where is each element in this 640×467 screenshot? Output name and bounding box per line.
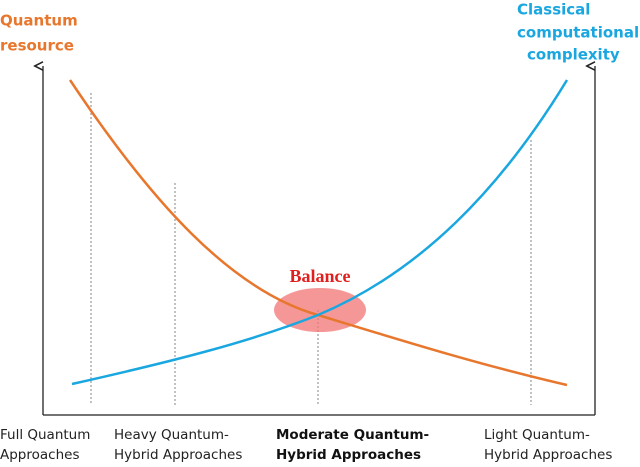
category-label: Heavy Quantum- bbox=[114, 427, 229, 443]
category-label: Moderate Quantum- bbox=[276, 427, 429, 443]
right-axis-label: Classical bbox=[517, 1, 590, 19]
category-label: Light Quantum- bbox=[484, 427, 590, 443]
classical-complexity-curve bbox=[71, 79, 569, 386]
right-axis-label: computational bbox=[517, 24, 639, 42]
left-axis-label: Quantum bbox=[0, 12, 78, 30]
balance-region bbox=[274, 288, 366, 332]
category-label: Hybrid Approaches bbox=[114, 447, 242, 463]
category-label: Approaches bbox=[0, 447, 79, 463]
right-axis-label: complexity bbox=[527, 46, 620, 64]
category-label: Hybrid Approaches bbox=[484, 447, 612, 463]
category-label: Hybrid Approaches bbox=[276, 447, 421, 463]
balance-label: Balance bbox=[290, 266, 351, 286]
category-label: Full Quantum bbox=[0, 427, 90, 443]
left-axis-label: resource bbox=[0, 37, 74, 55]
